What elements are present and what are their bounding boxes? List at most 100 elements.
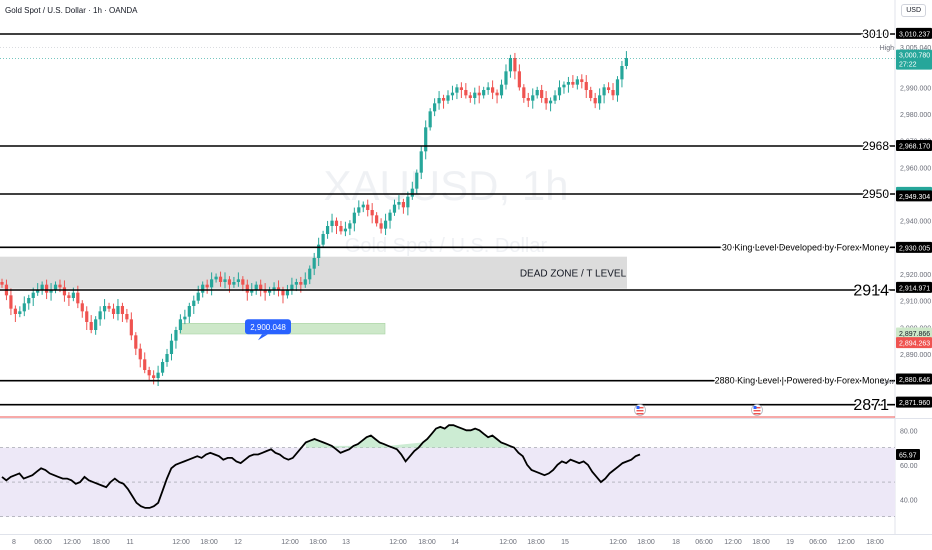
candle-body — [85, 311, 89, 322]
candle-body — [0, 282, 4, 285]
candle-body — [566, 82, 571, 85]
time-tick-label: 12 — [234, 539, 242, 546]
candle-body — [245, 284, 249, 293]
candle-body — [584, 82, 588, 90]
candle-body — [321, 234, 325, 245]
price-tick-label: 3,005.040 — [900, 45, 931, 52]
time-tick-label: 18:00 — [200, 539, 218, 546]
watermark-symbol: XAUUSD, 1h — [323, 162, 568, 209]
candle-body — [441, 98, 446, 101]
candle-body — [544, 98, 548, 104]
candle-body — [22, 303, 26, 312]
price-badge — [896, 327, 932, 339]
us-flag-event-icon — [636, 410, 644, 412]
candle-body — [424, 127, 428, 152]
candle-body — [160, 362, 165, 373]
price-tick-label: 2,890.000 — [900, 352, 931, 359]
candle-body — [522, 87, 526, 98]
candle-body — [129, 319, 133, 336]
current-price-badge — [896, 49, 932, 70]
us-flag-event-icon — [636, 413, 644, 415]
candle-body — [67, 295, 71, 298]
candle-body — [147, 370, 151, 376]
candle-body — [428, 111, 432, 128]
time-tick-label: 06:00 — [34, 539, 52, 546]
price-badge-label: 2,897.866 — [899, 331, 930, 338]
candle-body — [18, 311, 22, 314]
price-tick-label: 2,910.000 — [900, 299, 931, 306]
candle-body — [517, 71, 521, 88]
candle-body — [263, 290, 267, 293]
low-label: Low — [881, 379, 895, 386]
watermark-name: Gold Spot / U.S. Dollar — [345, 235, 548, 257]
candle-body — [615, 79, 620, 96]
time-tick-label: 06:00 — [695, 539, 713, 546]
candle-body — [531, 95, 535, 101]
candle-body — [232, 282, 236, 285]
us-flag-event-icon — [753, 406, 757, 409]
candle-body — [571, 82, 575, 85]
level-label: 30 King Level Developed by Forex Money — [722, 242, 890, 252]
candle-body — [548, 100, 553, 104]
time-tick-label: 12:00 — [281, 539, 299, 546]
candle-body — [593, 98, 597, 104]
candle-body — [98, 311, 102, 320]
time-tick-label: 18:00 — [527, 539, 545, 546]
candle-body — [598, 95, 602, 104]
candle-body — [580, 79, 584, 82]
candle-body — [620, 66, 624, 80]
candle-body — [352, 212, 356, 224]
time-tick-label: 12:00 — [609, 539, 627, 546]
candle-body — [602, 87, 606, 96]
time-tick-label: 12:00 — [837, 539, 855, 546]
level-label: 2914 — [853, 282, 889, 299]
time-tick-label: 8 — [12, 539, 16, 546]
candle-body — [611, 90, 615, 96]
candle-body — [562, 84, 566, 88]
price-callout-pointer — [258, 334, 268, 341]
countdown-label: 27:22 — [899, 62, 917, 69]
rsi-pane: 80.00 60.00 40.00 65.97 — [0, 424, 920, 517]
price-badge-label: 2,949.304 — [899, 194, 930, 201]
current-price-label: 3,000.780 — [899, 53, 930, 60]
rsi-tick-label: 60.00 — [900, 463, 918, 470]
time-tick-label: 12:00 — [499, 539, 517, 546]
time-tick-label: 11 — [126, 539, 133, 546]
price-tick-label: 2,920.000 — [900, 272, 931, 279]
candle-body — [290, 284, 294, 290]
price-badge-label: 2,894.263 — [899, 341, 930, 348]
candle-body — [111, 308, 116, 314]
time-tick-label: 12:00 — [389, 539, 407, 546]
candle-body — [437, 98, 441, 104]
candle-body — [392, 204, 397, 213]
price-axis[interactable]: 2,880.2502,890.0002,900.0002,910.0002,92… — [880, 27, 932, 408]
candle-body — [419, 151, 423, 173]
us-flag-event-icon — [753, 410, 761, 412]
candle-body — [410, 188, 414, 197]
candle-body — [513, 58, 517, 72]
candle-body — [143, 359, 147, 370]
candle-body — [53, 284, 58, 290]
candle-body — [178, 319, 182, 330]
price-badge — [896, 241, 932, 253]
time-axis[interactable]: 8 06:00 12:00 18:00 11 12:00 18:00 12 12:00 18:00… — [12, 539, 884, 546]
candle-body — [575, 79, 579, 85]
candle-body — [535, 90, 539, 96]
candle-body — [107, 306, 111, 309]
currency-selector[interactable]: USD — [901, 4, 926, 17]
time-tick-label: 15 — [561, 539, 569, 546]
candle-body — [241, 279, 245, 285]
candle-body — [308, 268, 312, 280]
candle-body — [218, 276, 223, 282]
time-tick-label: 13 — [342, 539, 350, 546]
candle-body — [299, 282, 303, 285]
watermark: XAUUSD, 1h Gold Spot / U.S. Dollar — [323, 162, 568, 257]
us-flag-event-icon — [753, 413, 761, 415]
candle-body — [102, 306, 107, 312]
candle-body — [187, 306, 191, 317]
price-badge — [896, 396, 932, 408]
candle-body — [325, 226, 330, 234]
candle-body — [210, 279, 214, 288]
price-badge-label: 2,968.170 — [899, 144, 930, 151]
